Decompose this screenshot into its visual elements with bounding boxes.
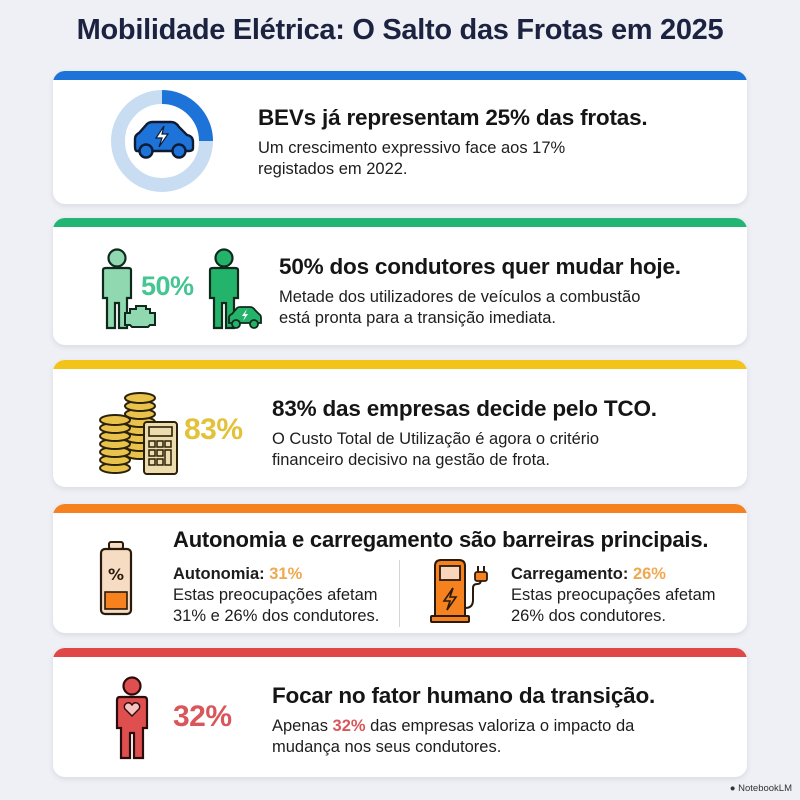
card-body-line: registados em 2022. xyxy=(258,160,408,178)
card-accent-band xyxy=(53,218,747,227)
card-body-line: 31% e 26% dos condutores. xyxy=(173,607,380,625)
svg-text:%: % xyxy=(108,565,124,584)
big-percent: 32% xyxy=(173,700,232,733)
person-ev-icon xyxy=(208,248,240,330)
card-accent-band xyxy=(53,504,747,513)
card-body: Um crescimento expressivo face aos 17% r… xyxy=(258,138,565,180)
card-accent-band xyxy=(53,360,747,369)
stat-card-human-factor: 32% Focar no fator humano da transição. … xyxy=(53,648,747,777)
small-ev-car-icon xyxy=(228,306,262,329)
card-body-line: financeiro decisivo na gestão de frota. xyxy=(272,451,550,469)
page-title: Mobilidade Elétrica: O Salto das Frotas … xyxy=(76,14,724,46)
card-body-text: das empresas valoriza o impacto da xyxy=(365,717,635,735)
card-body: Metade dos utilizadores de veículos a co… xyxy=(279,287,640,329)
card-body-text: Apenas xyxy=(272,717,333,735)
card-body-line: Estas preocupações afetam xyxy=(173,586,378,604)
card-body-line: Estas preocupações afetam xyxy=(511,586,716,604)
card-headline: 50% dos condutores quer mudar hoje. xyxy=(279,254,681,279)
footer-attribution: ● NotebookLM xyxy=(730,783,792,794)
card-accent-band xyxy=(53,71,747,80)
card-body: Apenas 32% das empresas valoriza o impac… xyxy=(272,716,634,758)
card-body: O Custo Total de Utilização é agora o cr… xyxy=(272,429,599,471)
card-body-line: Um crescimento expressivo face aos 17% xyxy=(258,139,566,157)
card-accent-band xyxy=(53,648,747,657)
highlight-percent: 32% xyxy=(332,717,366,735)
card-body-line: está pronta para a transição imediata. xyxy=(279,309,556,327)
column-divider xyxy=(399,560,400,627)
barrier-value: 26% xyxy=(632,565,666,583)
coins-calculator-icon xyxy=(99,392,178,475)
barrier-label: Autonomia: xyxy=(173,565,270,583)
card-headline: BEVs já representam 25% das frotas. xyxy=(258,105,648,130)
card-headline: Autonomia e carregamento são barreiras p… xyxy=(173,527,709,552)
card-headline: 83% das empresas decide pelo TCO. xyxy=(272,396,657,421)
barrier-carregamento: Carregamento: 26% Estas preocupações afe… xyxy=(511,564,716,627)
card-body-line: 26% dos condutores. xyxy=(511,607,667,625)
barrier-autonomia: Autonomia: 31% Estas preocupações afetam… xyxy=(173,564,379,627)
engine-icon xyxy=(124,305,156,328)
barrier-value: 31% xyxy=(269,565,303,583)
big-percent: 50% xyxy=(141,271,194,301)
battery-icon: % xyxy=(99,541,133,616)
barrier-label: Carregamento: xyxy=(511,565,633,583)
big-percent: 83% xyxy=(184,413,243,446)
card-body-line: Metade dos utilizadores de veículos a co… xyxy=(279,288,641,306)
stat-card-tco: 83% 83% das empresas decide pelo TCO. O … xyxy=(53,360,747,487)
charging-station-icon xyxy=(430,559,488,623)
stat-card-drivers: 50% 50% dos condutores quer mudar hoje. … xyxy=(53,218,747,345)
card-headline: Focar no fator humano da transição. xyxy=(272,683,656,708)
stat-card-bev-share: BEVs já representam 25% das frotas. Um c… xyxy=(53,71,747,204)
stat-card-barriers: % Autonomia e carregamento são barreiras… xyxy=(53,504,747,633)
person-heart-icon xyxy=(115,676,149,760)
card-body-line: O Custo Total de Utilização é agora o cr… xyxy=(272,430,600,448)
notebooklm-logo-icon: ● xyxy=(729,783,736,794)
card-body-line: mudança nos seus condutores. xyxy=(272,738,502,756)
ev-car-donut-icon xyxy=(111,90,213,192)
footer-label: NotebookLM xyxy=(738,783,792,794)
